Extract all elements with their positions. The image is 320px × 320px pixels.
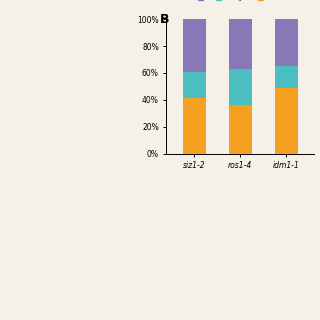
Bar [275, 66, 298, 88]
Bar [182, 99, 205, 154]
Bar [228, 105, 252, 154]
Bar [228, 69, 252, 105]
Bar [275, 88, 298, 154]
Bar [275, 19, 298, 66]
Legend: TE, Intergenic, Gene: TE, Intergenic, Gene [196, 0, 284, 3]
Text: B: B [160, 13, 170, 26]
Bar [182, 72, 205, 99]
Bar [228, 19, 252, 69]
Bar [182, 19, 205, 72]
